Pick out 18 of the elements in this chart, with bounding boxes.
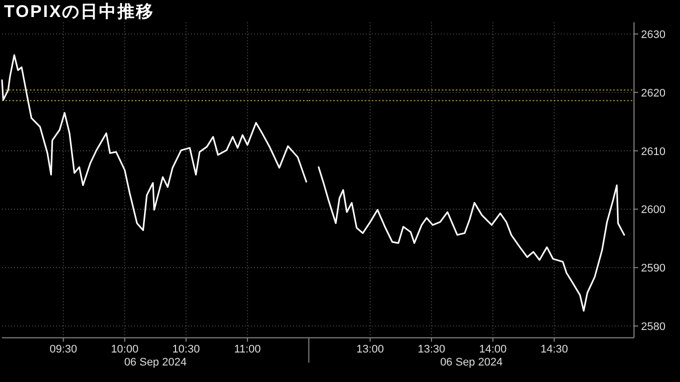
y-tick-label: 2600 [641,204,666,216]
line-series [318,166,625,312]
y-tick-label: 2610 [641,146,666,158]
x-tick-label: 13:00 [356,344,384,356]
x-tick-label: 10:30 [172,344,200,356]
y-tick-label: 2630 [641,28,666,41]
chart-title: TOPIXの日中推移 [4,2,155,21]
x-tick-label: 09:30 [50,344,78,356]
x-axis-title: 06 Sep 2024 [440,356,503,369]
x-tick-label: 13:30 [418,344,446,356]
y-tick-label: 2590 [641,262,666,275]
x-axis-title: 06 Sep 2024 [124,356,187,369]
x-tick-label: 14:00 [479,344,507,356]
y-tick-label: 2580 [641,321,666,334]
x-tick-label: 10:00 [110,344,138,356]
x-tick-label: 14:30 [540,344,568,356]
x-tick-label: 11:00 [234,344,261,356]
y-tick-label: 2620 [641,87,666,100]
